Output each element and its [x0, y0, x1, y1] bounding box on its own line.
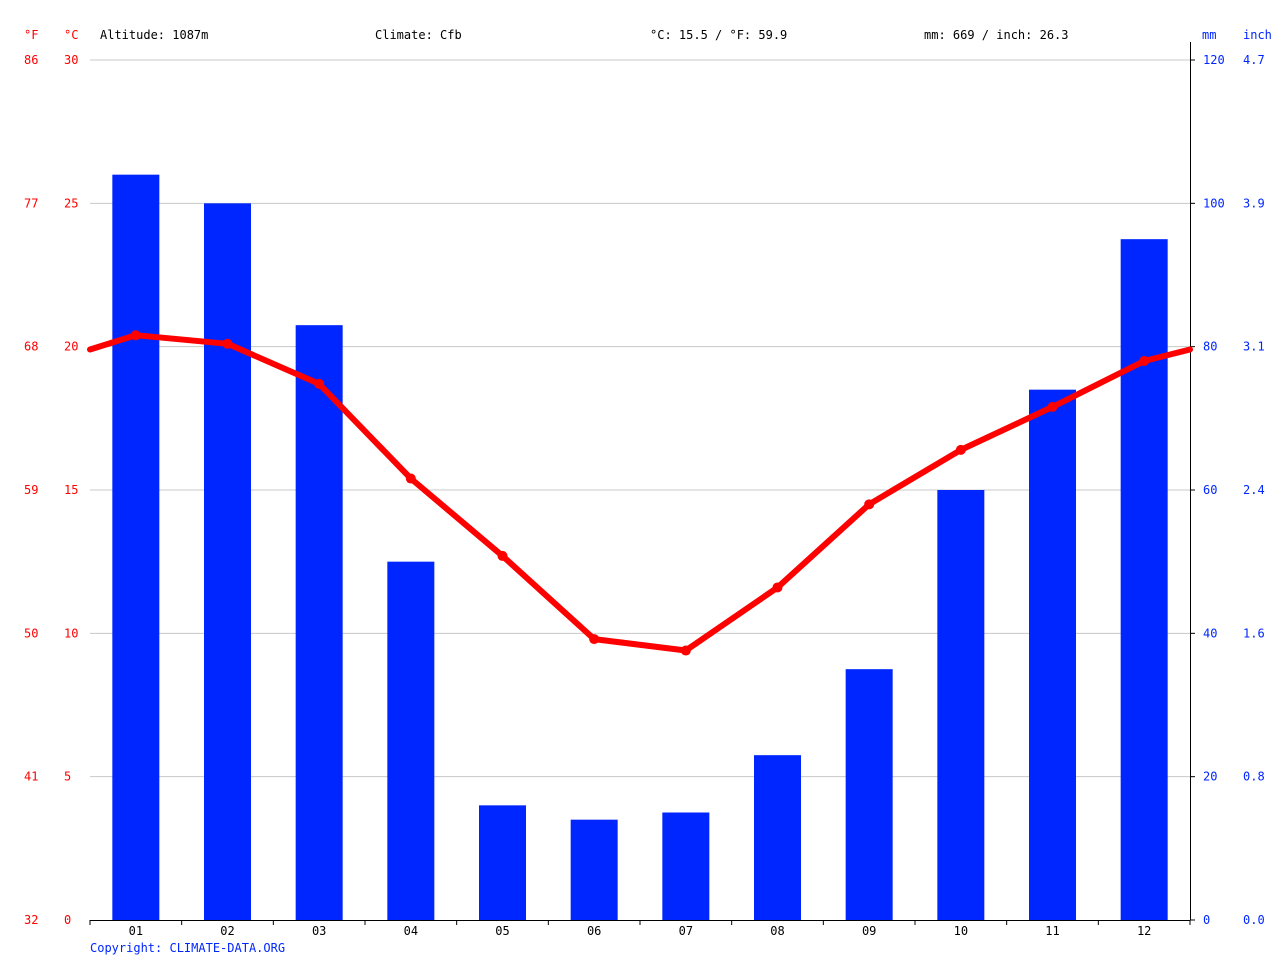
temperature-point — [405, 473, 416, 484]
temperature-point — [864, 499, 875, 510]
altitude-label: Altitude: 1087m — [100, 28, 209, 42]
temperature-point — [497, 550, 508, 561]
mm-tick-label: 20 — [1203, 770, 1217, 784]
month-tick-label: 07 — [679, 924, 693, 938]
axes — [89, 42, 1195, 925]
month-tick-label: 12 — [1137, 924, 1151, 938]
fahrenheit-tick-label: 68 — [24, 340, 38, 354]
precipitation-bar — [204, 203, 251, 921]
temperature-point — [222, 338, 233, 349]
precipitation-bar — [937, 490, 985, 920]
mm-tick-label: 0 — [1203, 913, 1210, 927]
fahrenheit-tick-label: 86 — [24, 53, 38, 67]
precipitation-bar — [295, 325, 343, 921]
precipitation-bar — [479, 805, 526, 920]
celsius-tick-label: 15 — [64, 483, 78, 497]
celsius-tick-label: 0 — [64, 913, 71, 927]
precipitation-bar — [1120, 239, 1168, 920]
month-tick-label: 04 — [404, 924, 418, 938]
inch-unit-label: inch — [1243, 28, 1272, 42]
inch-tick-label: 0.8 — [1243, 770, 1265, 784]
mm-tick-label: 120 — [1203, 53, 1225, 67]
total-precipitation-label: mm: 669 / inch: 26.3 — [924, 28, 1069, 42]
temperature-point — [1139, 356, 1150, 366]
inch-tick-label: 2.4 — [1243, 483, 1265, 497]
temperature-point — [772, 582, 783, 593]
month-tick-label: 03 — [312, 924, 326, 938]
precipitation-bar — [754, 755, 801, 920]
temperature-point — [955, 444, 966, 455]
mm-tick-label: 40 — [1203, 626, 1217, 640]
month-tick-label: 09 — [862, 924, 876, 938]
fahrenheit-unit-label: °F — [24, 28, 39, 42]
mm-tick-label: 100 — [1203, 196, 1225, 210]
temperature-point — [589, 634, 600, 645]
temperature-point — [314, 378, 325, 389]
month-tick-label: 06 — [587, 924, 601, 938]
precipitation-bars — [112, 174, 1168, 921]
inch-tick-label: 3.9 — [1243, 196, 1265, 210]
month-tick-label: 08 — [770, 924, 784, 938]
temperature-point — [680, 645, 691, 656]
month-tick-label: 05 — [495, 924, 509, 938]
precipitation-bar — [112, 174, 160, 920]
month-tick-label: 02 — [220, 924, 234, 938]
month-tick-label: 11 — [1045, 924, 1059, 938]
temperature-point — [130, 330, 141, 341]
precipitation-bar — [845, 669, 893, 920]
gridlines — [90, 59, 1190, 778]
celsius-tick-label: 20 — [64, 340, 78, 354]
climate-label: Climate: Cfb — [375, 28, 462, 42]
precipitation-bar — [570, 819, 618, 920]
inch-tick-label: 0.0 — [1243, 913, 1265, 927]
inch-tick-label: 4.7 — [1243, 53, 1265, 67]
tick-labels: 32 0 41 5 50 10 59 15 68 20 77 25 86 30 0 0.0 20 0.8 40 1.6… — [24, 53, 1265, 938]
average-temperature-label: °C: 15.5 / °F: 59.9 — [650, 28, 788, 42]
inch-tick-label: 3.1 — [1243, 340, 1265, 354]
mm-tick-label: 80 — [1203, 340, 1217, 354]
month-tick-label: 01 — [129, 924, 143, 938]
celsius-tick-label: 30 — [64, 53, 78, 67]
fahrenheit-tick-label: 59 — [24, 483, 38, 497]
precipitation-bar — [662, 812, 710, 920]
month-tick-label: 10 — [954, 924, 968, 938]
fahrenheit-tick-label: 32 — [24, 913, 38, 927]
fahrenheit-tick-label: 50 — [24, 626, 38, 640]
mm-tick-label: 60 — [1203, 483, 1217, 497]
celsius-tick-label: 5 — [64, 770, 71, 784]
celsius-unit-label: °C — [64, 28, 79, 42]
mm-unit-label: mm — [1202, 28, 1217, 42]
precipitation-bar — [1029, 389, 1076, 921]
temperature-point — [1047, 401, 1058, 412]
fahrenheit-tick-label: 77 — [24, 196, 38, 210]
precipitation-bar — [387, 561, 435, 920]
inch-tick-label: 1.6 — [1243, 626, 1265, 640]
temperature-line-group — [87, 330, 1193, 656]
copyright-link[interactable]: Copyright: CLIMATE-DATA.ORG — [90, 941, 286, 955]
fahrenheit-tick-label: 41 — [24, 770, 38, 784]
celsius-tick-label: 25 — [64, 196, 78, 210]
temperature-line — [87, 332, 1193, 654]
celsius-tick-label: 10 — [64, 626, 78, 640]
